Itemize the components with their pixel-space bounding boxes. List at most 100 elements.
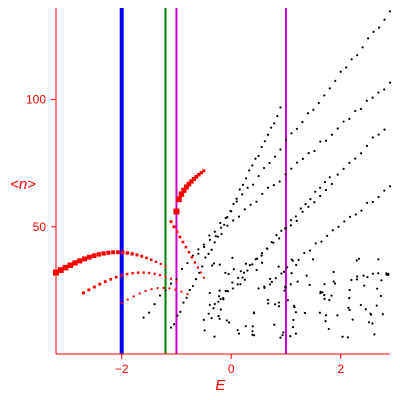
data-point (62, 264, 69, 271)
data-point (260, 252, 264, 255)
data-point (295, 161, 299, 164)
data-point (126, 298, 129, 301)
y-tick-label: 50 (33, 220, 47, 234)
data-point (357, 257, 361, 260)
data-point (236, 283, 239, 286)
data-point (178, 235, 182, 239)
data-point (98, 282, 102, 286)
data-point (348, 161, 351, 164)
data-point (341, 335, 344, 338)
data-point (239, 270, 242, 273)
data-point (175, 278, 178, 281)
data-point (336, 314, 339, 317)
data-point (232, 219, 235, 222)
data-point (363, 284, 366, 287)
data-point (153, 303, 156, 306)
data-point (248, 264, 252, 267)
data-point (366, 276, 369, 279)
data-point (388, 185, 392, 188)
data-point (184, 245, 188, 249)
data-point (197, 248, 200, 251)
data-point (204, 256, 207, 259)
data-point (201, 265, 204, 268)
data-point (332, 280, 335, 283)
data-point (383, 189, 386, 192)
data-point (187, 251, 191, 254)
data-point (147, 271, 151, 275)
data-point (246, 186, 249, 189)
data-point (150, 288, 153, 291)
data-point (153, 272, 156, 275)
data-point (109, 277, 113, 281)
data-point (130, 252, 134, 256)
data-point (158, 294, 162, 297)
data-point (231, 287, 234, 290)
data-point (332, 270, 335, 274)
data-point (226, 224, 229, 227)
data-point (283, 227, 287, 230)
data-point (355, 275, 359, 278)
data-point (57, 267, 64, 274)
data-point (246, 269, 249, 272)
data-point (348, 288, 351, 292)
data-point (92, 285, 96, 289)
data-point (267, 302, 270, 305)
data-point (202, 243, 205, 246)
data-point (181, 240, 185, 244)
data-point (297, 258, 300, 262)
y-axis-label: <n> (10, 176, 36, 193)
data-point (203, 245, 206, 249)
data-point (154, 260, 158, 263)
data-point (72, 260, 78, 266)
data-point (290, 272, 293, 275)
data-point (194, 174, 199, 179)
data-point (383, 88, 386, 91)
data-point (223, 223, 226, 226)
data-point (199, 171, 203, 175)
data-point (284, 138, 288, 141)
data-point (263, 140, 266, 143)
data-point (324, 188, 328, 192)
data-point (106, 250, 111, 255)
data-point (242, 271, 246, 274)
data-point (294, 215, 297, 218)
data-point (111, 250, 116, 255)
data-point (255, 200, 258, 203)
data-point (314, 242, 317, 245)
data-point (262, 166, 266, 170)
data-point (313, 201, 316, 204)
data-point (328, 87, 331, 90)
data-point (371, 136, 374, 139)
data-point (364, 308, 367, 311)
data-point (289, 283, 292, 286)
data-point (217, 315, 220, 318)
data-point (290, 132, 293, 135)
data-point (354, 109, 357, 113)
data-point (354, 157, 357, 160)
data-point (388, 10, 392, 13)
data-point (164, 289, 167, 292)
data-point (312, 108, 315, 111)
data-point (255, 268, 258, 272)
data-point (67, 262, 74, 268)
data-point (383, 18, 386, 21)
data-point (268, 277, 272, 280)
data-point (214, 235, 217, 238)
data-point (222, 298, 225, 301)
data-point (280, 272, 283, 275)
data-point (289, 224, 292, 227)
data-point (273, 155, 277, 158)
data-point (176, 314, 179, 317)
data-point (343, 220, 346, 223)
tick-marks: −2 0 2 50 100 (26, 93, 344, 376)
data-point (342, 120, 345, 123)
data-point (210, 248, 213, 251)
data-point (241, 193, 244, 196)
data-point (303, 251, 306, 255)
data-point (330, 133, 334, 136)
data-point (365, 99, 368, 102)
data-point (263, 286, 266, 289)
data-point (251, 164, 254, 167)
data-point (252, 312, 256, 315)
data-point (239, 283, 242, 286)
